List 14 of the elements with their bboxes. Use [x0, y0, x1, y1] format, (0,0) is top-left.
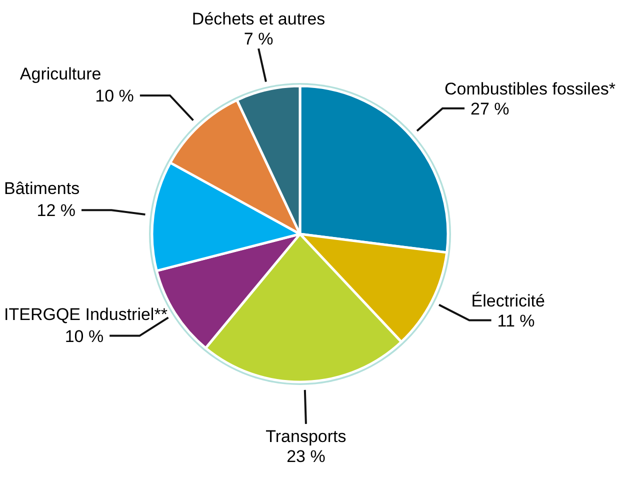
data-label: 10 % — [64, 326, 104, 346]
data-label: 11 % — [497, 311, 535, 330]
data-label: 23 % — [286, 446, 326, 466]
data-label: 12 % — [36, 201, 76, 220]
slice-label: Combustibles fossiles* — [444, 79, 616, 98]
slice-label: Déchets et autres — [192, 10, 326, 29]
data-label: 27 % — [470, 99, 510, 118]
slice-label: Bâtiments — [4, 179, 80, 198]
data-label: 10 % — [95, 86, 134, 106]
slice-label: Transports — [266, 426, 346, 446]
slice-label: Agriculture — [20, 64, 102, 84]
slice-label: Électricité — [471, 291, 545, 310]
slice-label: ITERGQE Industriel** — [4, 304, 168, 324]
data-label: 7 % — [244, 30, 274, 49]
